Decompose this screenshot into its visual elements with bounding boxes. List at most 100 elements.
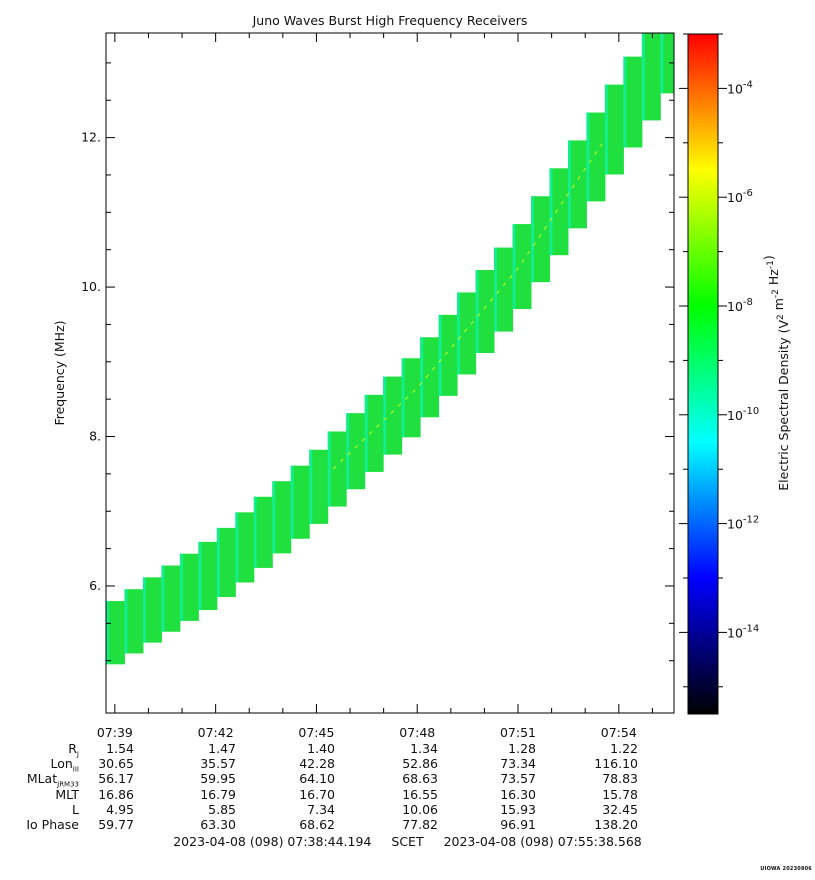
ephemeris-value: 15.93 [500,801,536,817]
band-block-edge [142,577,146,643]
ephemeris-value: 30.65 [98,756,134,772]
band-block [124,589,144,654]
band-block-edge [512,224,516,310]
ephemeris-label: MLT [55,786,79,802]
ephemeris-value: 78.83 [602,771,638,787]
ephemeris-label: MLatJRM33 [26,771,79,789]
y-axis-label: Frequency (MHz) [52,320,67,425]
plot-frame [105,32,675,714]
band-block [235,512,255,583]
band-block-edge [124,589,128,654]
band-block-edge [106,601,109,665]
x-tick-label: 07:45 [298,725,334,740]
band-block-edge [161,565,165,632]
footer-scet-label: SCET [391,834,424,849]
colorbar-axis: 10-14 10-12 10-10 10-8 10-6 10-4 [679,33,759,688]
band-block-edge [438,314,442,396]
band-block-edge [401,358,405,438]
ephemeris-value: 35.57 [200,756,236,772]
band-block [567,140,587,229]
ephemeris-value: 1.47 [208,741,236,756]
band-block [549,168,569,256]
band-block-edge [641,33,645,121]
ephemeris-value: 7.34 [307,801,335,817]
band-block [457,292,477,375]
ephemeris-value: 96.91 [500,817,536,832]
y-axis: 6. 8. 10. 12. [81,62,674,662]
ephemeris-value: 42.28 [299,756,335,772]
band-block-edge [586,112,590,202]
y-tick-label: 8. [89,429,101,444]
band-block-edge [327,431,331,507]
band-block-edge [457,292,461,375]
band-block-edge [604,84,608,175]
colorbar-tick-label: 10-6 [727,188,753,205]
ephemeris-label: Io Phase [26,817,79,832]
colorbar-tick-label: 10-12 [727,515,759,532]
x-tick-label: 07:48 [399,725,435,740]
band-block [512,224,532,310]
band-block-edge [531,196,535,283]
ephemeris-value: 138.20 [594,817,638,832]
colorbar-tick-label: 10-10 [727,406,759,423]
band-block-edge [549,168,553,256]
colorbar-tick-label: 10-8 [727,297,753,314]
band-block [660,33,674,94]
x-tick-label: 07:39 [97,725,133,740]
ephemeris-value: 16.79 [200,786,236,802]
credit-stamp: UIOWA 20230806 [760,866,812,872]
x-tick-label: 07:42 [198,725,234,740]
band-block [420,337,440,418]
ephemeris-value: 1.40 [307,741,335,756]
emission-streak [332,143,603,470]
x-tick-label: 07:54 [601,725,637,740]
band-block-edge [216,527,220,598]
band-block [327,431,347,507]
band-block [641,33,661,121]
band-block-edge [253,496,257,568]
band-block [216,527,236,598]
band-block-edge [346,413,350,490]
band-block [494,247,514,332]
ephemeris-value: 16.70 [299,786,335,802]
band-block [290,465,310,539]
band-block [604,84,624,175]
time-range-footer: 2023-04-08 (098) 07:38:44.194 SCET 2023-… [0,834,815,849]
band-block [475,270,495,354]
band-block [272,481,292,554]
band-block [106,601,125,665]
y-tick-label: 6. [89,578,101,593]
ephemeris-value: 16.86 [98,786,134,802]
ephemeris-value: 52.86 [402,756,438,772]
x-axis: 07:39 07:42 07:45 07:48 07:51 07:54 [97,33,653,740]
band-block [531,196,550,283]
ephemeris-value: 5.85 [208,801,236,817]
band-block [253,496,273,568]
band-block-edge [235,512,239,583]
ephemeris-value: 116.10 [594,756,638,772]
ephemeris-value: 59.77 [98,817,134,832]
colorbar-tick-label: 10-14 [727,623,759,640]
ephemeris-value: 1.28 [508,741,536,756]
band-block-edge [309,449,313,524]
band-block [161,565,181,632]
colorbar [687,33,719,715]
band-block [198,541,218,611]
band-block-edge [383,376,387,455]
spectrogram-band [106,33,674,665]
ephemeris-value: 1.34 [410,741,438,756]
y-tick-label: 12. [81,130,101,145]
ephemeris-value: 68.62 [299,817,335,832]
colorbar-label: Electric Spectral Density (V2 m-2 Hz-1) [761,255,791,490]
ephemeris-label: LonIII [50,756,79,774]
band-block-edge [179,553,183,621]
x-tick-label: 07:51 [500,725,536,740]
ephemeris-value: 64.10 [299,771,335,787]
band-block-edge [494,247,498,332]
ephemeris-value: 56.17 [98,771,134,787]
ephemeris-value: 4.95 [106,801,134,817]
ephemeris-value: 73.57 [500,771,536,787]
ephemeris-value: 59.95 [200,771,236,787]
band-block [346,413,366,490]
